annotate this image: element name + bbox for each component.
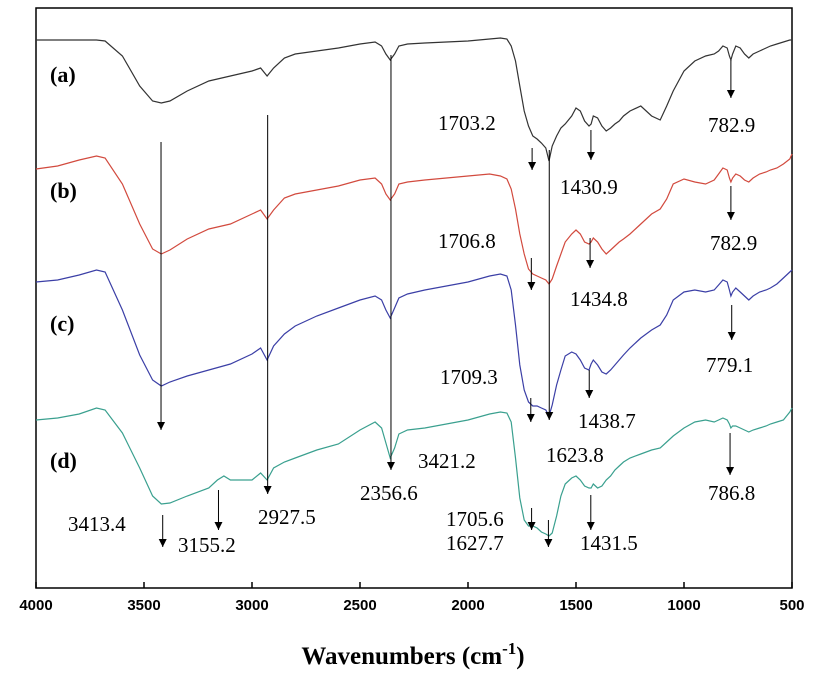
peak-label-5: 1434.8 [570,287,628,311]
peak-label-15: 2927.5 [258,505,316,529]
x-tick-label-6: 1000 [667,597,700,614]
x-tick-label-0: 4000 [19,597,52,614]
series-line-a [36,37,792,162]
marker-arrow-7 [526,414,535,422]
x-axis-ticks: 4000 3500 3000 2500 2000 1500 1000 500 [19,582,805,614]
marker-arrow-1 [586,152,595,160]
series-line-b [35,153,793,286]
peak-label-6: 779.1 [706,353,753,377]
peak-label-11: 2356.6 [360,481,418,505]
marker-layer [157,55,736,547]
peak-label-4: 1706.8 [438,229,496,253]
marker-arrow-11 [386,462,395,470]
series-label-d: (d) [50,448,77,473]
peak-label-9: 1438.7 [578,409,636,433]
peak-label-1: 1430.9 [560,175,618,199]
marker-arrow-6 [727,332,736,340]
marker-arrow-18 [586,522,595,530]
annotation-layer: 1703.2 1430.9 782.9 782.9 1706.8 1434.8 779.1 1… [68,111,757,557]
x-axis-label-close: ) [516,643,524,670]
peak-label-17: 1627.7 [446,531,504,555]
marker-arrow-16 [527,522,536,530]
marker-arrow-14 [214,522,223,530]
peak-label-7: 1709.3 [440,365,498,389]
series-label-a: (a) [50,62,76,87]
peak-label-8: 3421.2 [418,449,476,473]
marker-arrow-2 [726,90,735,98]
peak-label-14: 3155.2 [178,533,236,557]
series-label-c: (c) [50,311,74,336]
series-label-b: (b) [50,178,77,203]
label-layer: (a) (b) (c) (d) [50,62,77,473]
peak-label-0: 1703.2 [438,111,496,135]
x-tick-label-4: 2000 [451,597,484,614]
marker-arrow-0 [528,162,537,170]
peak-label-12: 786.8 [708,481,755,505]
x-axis-label-main: Wavenumbers (cm [301,643,502,670]
x-tick-label-2: 3000 [235,597,268,614]
x-tick-label-1: 3500 [127,597,160,614]
marker-arrow-10 [545,412,554,420]
marker-arrow-17 [544,539,553,547]
peak-label-16: 1705.6 [446,507,504,531]
marker-arrow-5 [586,260,595,268]
marker-arrow-3 [726,212,735,220]
peak-label-2: 782.9 [708,113,755,137]
peak-label-3: 782.9 [710,231,757,255]
x-tick-label-5: 1500 [559,597,592,614]
x-tick-label-7: 500 [779,597,804,614]
x-axis-label: Wavenumbers (cm-1) [301,639,524,670]
plot-frame [35,7,793,589]
marker-arrow-8 [157,422,166,430]
series-line-c [35,269,793,418]
series-line-d [35,407,793,537]
peak-label-13: 3413.4 [68,512,126,536]
peak-label-18: 1431.5 [580,531,638,555]
marker-arrow-12 [726,467,735,475]
marker-arrow-13 [158,539,167,547]
marker-arrow-9 [585,390,594,398]
peak-label-10: 1623.8 [546,443,604,467]
x-tick-label-3: 2500 [343,597,376,614]
x-axis-label-superscript: -1 [502,639,516,658]
marker-arrow-4 [527,282,536,290]
series-layer [35,37,793,537]
marker-arrow-15 [263,486,272,494]
